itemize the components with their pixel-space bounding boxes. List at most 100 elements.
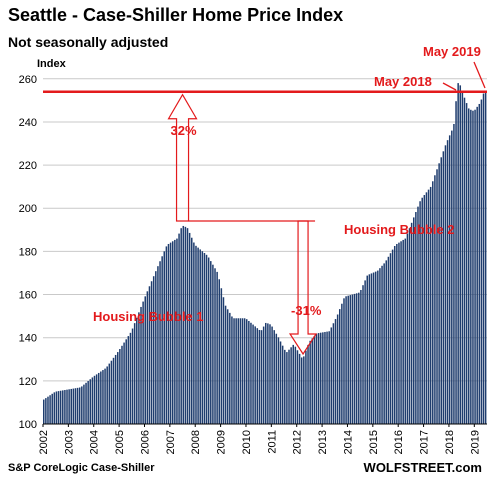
bar xyxy=(339,309,341,424)
bar xyxy=(64,390,66,424)
bar xyxy=(391,249,394,424)
label-housing-bubble-1: Housing Bubble 1 xyxy=(93,309,204,324)
bar xyxy=(406,233,409,424)
bar xyxy=(81,386,83,424)
y-tick-label: 260 xyxy=(19,74,37,86)
y-tick-label: 220 xyxy=(19,160,37,172)
label-may-2019: May 2019 xyxy=(423,44,481,59)
bar xyxy=(434,175,436,424)
bar xyxy=(45,398,47,424)
bar xyxy=(250,322,252,424)
bar xyxy=(51,393,53,424)
x-tick-label: 2004 xyxy=(89,430,101,454)
bar xyxy=(214,268,216,424)
bar xyxy=(347,295,349,424)
bar xyxy=(326,331,328,424)
bar xyxy=(161,256,163,424)
bar xyxy=(180,228,182,424)
bar xyxy=(224,305,227,424)
bar xyxy=(72,388,75,424)
bar xyxy=(470,109,472,425)
bar xyxy=(243,318,246,424)
bar xyxy=(155,271,157,424)
bar xyxy=(362,285,364,424)
x-tick-label: 2005 xyxy=(114,430,126,454)
bar xyxy=(258,329,261,424)
x-tick-label: 2016 xyxy=(393,430,405,454)
bar xyxy=(383,263,385,424)
bar xyxy=(210,261,212,424)
bar xyxy=(68,389,70,424)
y-tick-label: 180 xyxy=(19,246,37,258)
bar xyxy=(89,379,92,424)
bar xyxy=(131,328,134,424)
bar xyxy=(66,389,68,424)
x-tick-label: 2002 xyxy=(38,430,50,454)
label-fall-percent: -31% xyxy=(291,303,322,318)
bar xyxy=(148,286,151,424)
bar xyxy=(106,366,108,424)
y-tick-label: 240 xyxy=(19,117,37,129)
bar xyxy=(129,332,132,424)
bar xyxy=(298,353,301,424)
bar xyxy=(93,375,96,424)
bar xyxy=(152,276,155,424)
y-tick-label: 140 xyxy=(19,333,37,345)
bar xyxy=(110,360,113,424)
bar xyxy=(104,368,106,424)
bar xyxy=(74,388,77,424)
bar xyxy=(425,192,428,424)
bar xyxy=(43,399,45,424)
bar xyxy=(231,316,233,424)
bar xyxy=(195,245,197,424)
bar xyxy=(432,181,434,424)
bar xyxy=(136,317,138,424)
bar xyxy=(237,318,240,424)
bar xyxy=(241,318,244,424)
arrow-down-hollow xyxy=(288,220,318,356)
bar xyxy=(184,226,187,424)
x-tick-label: 2008 xyxy=(190,430,202,454)
bar xyxy=(91,377,94,424)
bar xyxy=(108,363,111,424)
bar xyxy=(448,135,451,425)
arrow-up-hollow xyxy=(167,93,198,222)
bar xyxy=(100,371,102,424)
bar xyxy=(317,333,320,424)
y-tick-label: 120 xyxy=(19,376,37,388)
bar xyxy=(444,145,447,424)
bar xyxy=(142,301,144,424)
bar xyxy=(178,233,180,424)
bar xyxy=(309,340,311,424)
bar xyxy=(114,354,117,424)
bar xyxy=(400,241,402,424)
bar xyxy=(252,324,254,424)
bar xyxy=(256,328,259,424)
bar xyxy=(47,396,49,424)
bar xyxy=(296,350,299,424)
chart-subtitle: Not seasonally adjusted xyxy=(8,34,169,50)
bar xyxy=(127,336,130,424)
bar xyxy=(174,239,176,424)
x-tick-label: 2019 xyxy=(469,430,481,454)
bar xyxy=(112,357,115,424)
bar xyxy=(59,390,62,424)
bar xyxy=(355,293,358,424)
bar xyxy=(57,391,60,424)
bar xyxy=(429,186,432,424)
bar xyxy=(199,249,201,424)
label-rise-percent: 32% xyxy=(171,123,197,138)
bar xyxy=(226,309,229,424)
bar xyxy=(353,293,356,424)
bar xyxy=(254,326,256,424)
bars xyxy=(43,83,487,425)
bar xyxy=(140,306,142,424)
y-tick-label: 100 xyxy=(19,419,37,431)
bar xyxy=(349,295,352,424)
bar xyxy=(235,318,237,424)
bar xyxy=(478,103,481,425)
x-tick-label: 2007 xyxy=(165,430,177,454)
bar xyxy=(423,195,426,424)
bar xyxy=(277,337,280,424)
bar xyxy=(193,242,195,424)
